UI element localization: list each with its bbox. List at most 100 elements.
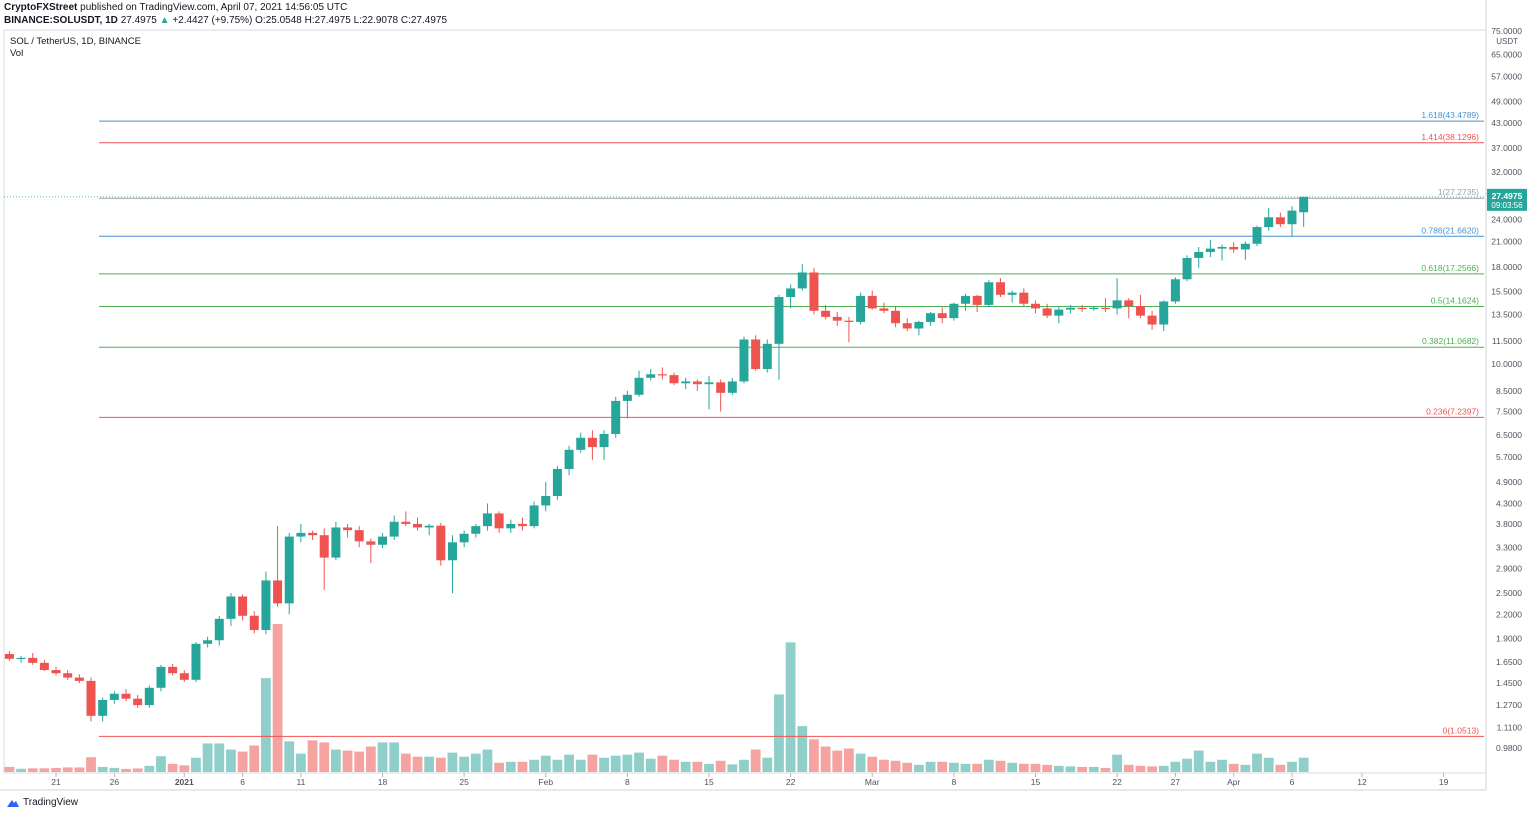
candle-body (774, 297, 784, 344)
time-tick-label: 2021 (175, 777, 194, 787)
cloud-logo-icon (7, 799, 19, 807)
volume-bar (564, 754, 574, 772)
candle-body (867, 295, 877, 309)
volume-bar (832, 750, 843, 772)
volume-bar (1298, 757, 1309, 772)
candle-body (669, 375, 679, 384)
price-tick-label: 1.4500 (1496, 678, 1522, 688)
candle-body (634, 377, 644, 395)
price-tick-label: 3.3000 (1496, 542, 1522, 552)
time-tick-label: 22 (1112, 777, 1122, 787)
volume-bar (4, 766, 15, 772)
price-tick-label: 32.0000 (1491, 167, 1522, 177)
candle-body (972, 295, 982, 305)
volume-bar (272, 624, 283, 772)
candle-body (86, 680, 96, 716)
candle-body (16, 657, 26, 660)
volume-bar (1088, 766, 1099, 772)
time-tick-label: 19 (1439, 777, 1449, 787)
time-tick-label: 8 (951, 777, 956, 787)
candle-body (74, 677, 84, 681)
candle-body (914, 321, 924, 329)
close-value: C:27.4975 (400, 15, 448, 26)
volume-bar (855, 753, 866, 772)
chart-symbol-title: SOL / TetherUS, 1D, BINANCE (10, 36, 141, 47)
price-tick-label: 65.0000 (1491, 50, 1522, 60)
volume-bar (890, 760, 901, 772)
candle-body (1042, 308, 1052, 316)
candle-body (494, 513, 504, 529)
volume-bar (599, 757, 609, 772)
volume-bar (400, 753, 411, 772)
volume-bar (960, 763, 971, 772)
price-tick-label: 57.0000 (1491, 71, 1522, 81)
high-value: H:27.4975 (304, 15, 351, 26)
volume-bar (972, 763, 983, 772)
candle-body (144, 687, 154, 706)
candle-body (1007, 292, 1017, 295)
candle-body (1124, 300, 1134, 307)
publish-info: CryptoFXStreet published on TradingView.… (4, 2, 347, 13)
candle-body (39, 662, 49, 671)
volume-bar (319, 742, 330, 772)
volume-bar (1123, 764, 1134, 772)
volume-bar (937, 761, 948, 772)
price-tick-label: 1.6500 (1496, 657, 1522, 667)
candle-body (1065, 307, 1075, 310)
volume-bar (1077, 766, 1088, 772)
open-value: O:25.0548 (255, 15, 302, 26)
volume-bar (913, 764, 924, 772)
candle-body (109, 693, 119, 700)
volume-bar (1275, 764, 1286, 772)
plot-border (3, 29, 1487, 774)
candle-body (797, 272, 807, 289)
volume-bar (447, 752, 458, 772)
candle-body (622, 394, 632, 401)
fib-level-label: 0.382(11.0682) (1422, 336, 1479, 346)
tradingview-logo[interactable]: TradingView (4, 797, 78, 808)
candle-body (28, 657, 38, 663)
volume-bar (121, 768, 131, 772)
candle-body (891, 310, 901, 324)
candle-body (587, 437, 597, 448)
volume-bar (226, 749, 236, 772)
candle-body (273, 580, 283, 604)
price-tick-label: 2.5000 (1496, 588, 1522, 598)
fib-level-label: 0.786(21.6620) (1421, 225, 1479, 235)
candle-body (961, 295, 971, 304)
candle-body (1182, 257, 1192, 280)
change-up-icon: ▲ (159, 15, 170, 26)
price-tick-label: 10.0000 (1491, 359, 1522, 369)
candle-body (98, 699, 108, 716)
candle-body (447, 542, 457, 561)
volume-bar (354, 751, 365, 772)
low-value: L:22.9078 (353, 15, 399, 26)
candle-body (133, 698, 143, 706)
candle-body (226, 596, 236, 619)
volume-bar (680, 761, 691, 772)
candle-body (1229, 246, 1239, 250)
bar-countdown: 09:03:56 (1491, 201, 1523, 210)
candle-body (1159, 301, 1169, 325)
candle-body (1030, 303, 1040, 309)
volume-bar (342, 750, 353, 772)
price-tick-label: 1.9000 (1496, 634, 1522, 644)
candle-body (378, 536, 388, 545)
candle-body (926, 313, 936, 322)
fib-level-label: 0.236(7.2397) (1426, 406, 1479, 416)
candle-body (1287, 210, 1297, 225)
candle-body (704, 382, 714, 385)
volume-bar (1287, 761, 1297, 772)
candle-body (844, 320, 854, 322)
volume-bar (284, 741, 295, 772)
volume-bar (983, 759, 994, 772)
candle-body (238, 596, 248, 616)
candle-body (179, 673, 189, 680)
volume-bar (634, 752, 644, 772)
candle-body (1089, 307, 1099, 310)
candle-body (471, 526, 481, 534)
volume-bar (1042, 764, 1053, 772)
candle-body (191, 643, 201, 680)
ohlc-line: BINANCE:SOLUSDT, 1D 27.4975 ▲ +2.4427 (+… (4, 15, 447, 26)
